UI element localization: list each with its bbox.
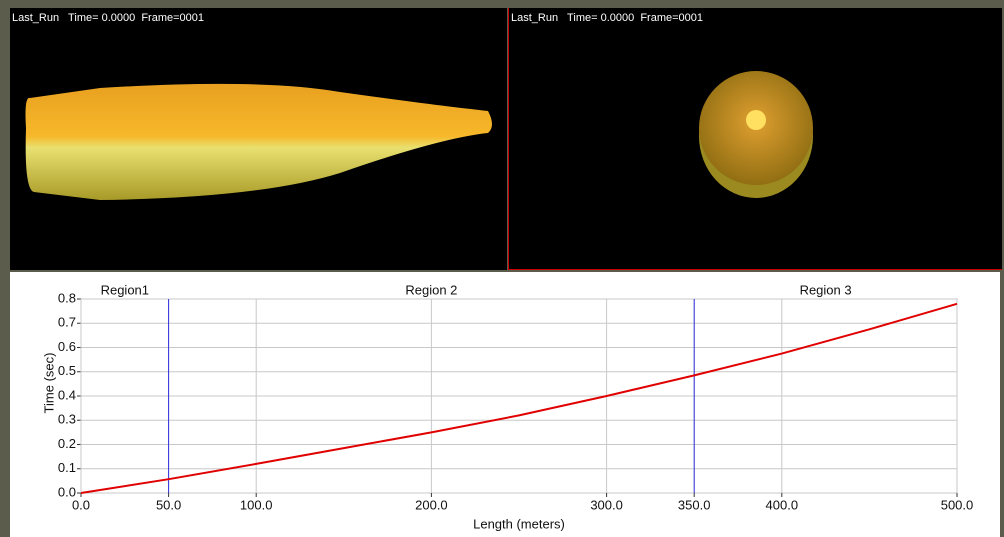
y-axis-label: Time (sec) <box>41 353 56 414</box>
chart: Time (sec) Length (meters) 0.0 0.1 0.2 0.3 0… <box>10 272 1000 537</box>
viewport-caption: Last_Run Time= 0.0000 Frame=0001 <box>511 12 703 24</box>
y-tick-label: 0.4 <box>58 387 76 402</box>
y-tick-label: 0.2 <box>58 436 76 451</box>
y-tick-label: 0.7 <box>58 315 76 330</box>
x-tick-label: 500.0 <box>941 497 974 512</box>
y-tick-label: 0.1 <box>58 460 76 475</box>
region-label: Region1 <box>101 282 149 297</box>
y-tick-label: 0.3 <box>58 412 76 427</box>
y-tick-label: 0.8 <box>58 290 76 305</box>
app-window: Last_Run Time= 0.0000 Frame=0001 Last_Ru… <box>0 0 1004 537</box>
bullet-side-view <box>10 8 507 270</box>
x-tick-label: 400.0 <box>766 497 799 512</box>
x-tick-label: 200.0 <box>415 497 448 512</box>
x-tick-label: 350.0 <box>678 497 711 512</box>
bullet-front-view <box>509 8 1002 269</box>
viewport-caption: Last_Run Time= 0.0000 Frame=0001 <box>12 12 204 24</box>
x-axis-label: Length (meters) <box>473 516 565 531</box>
viewport-front: Last_Run Time= 0.0000 Frame=0001 <box>508 8 1002 270</box>
x-tick-label: 100.0 <box>240 497 273 512</box>
x-tick-label: 50.0 <box>156 497 181 512</box>
y-tick-label: 0.5 <box>58 363 76 378</box>
x-tick-label: 0.0 <box>72 497 90 512</box>
region-label: Region 3 <box>800 282 852 297</box>
viewport-side: Last_Run Time= 0.0000 Frame=0001 <box>10 8 507 270</box>
y-tick-label: 0.6 <box>58 339 76 354</box>
region-label: Region 2 <box>405 282 457 297</box>
x-tick-label: 300.0 <box>590 497 623 512</box>
